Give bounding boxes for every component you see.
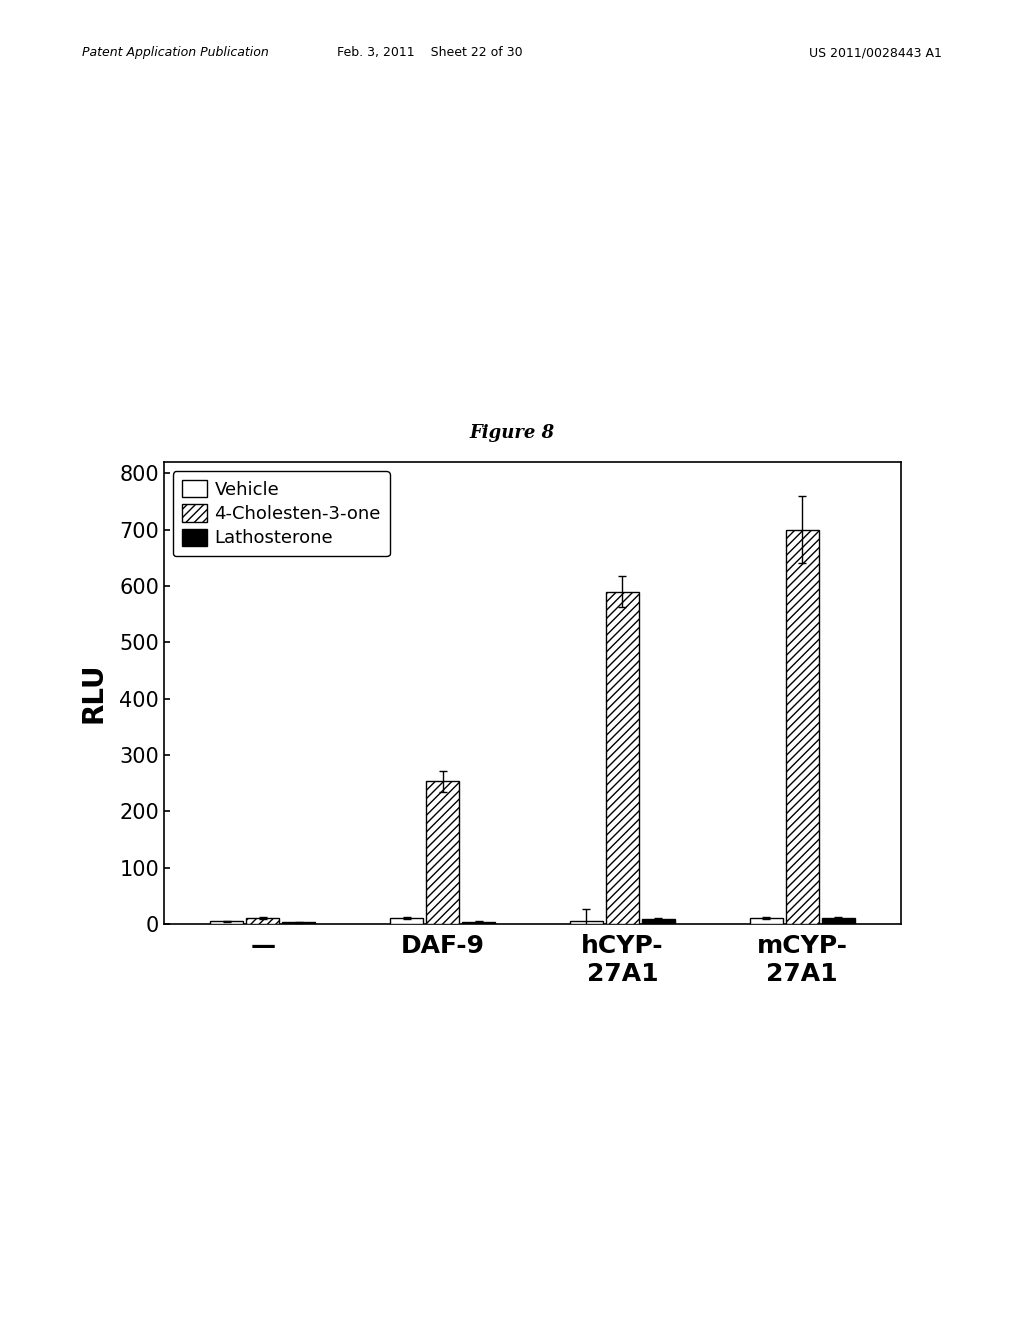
Bar [210, 921, 244, 924]
Bar [570, 921, 603, 924]
Text: US 2011/0028443 A1: US 2011/0028443 A1 [809, 46, 942, 59]
Bar [283, 923, 315, 924]
Bar [390, 919, 423, 924]
Bar [246, 919, 280, 924]
Y-axis label: RLU: RLU [80, 663, 108, 723]
Bar [785, 529, 819, 924]
Text: Feb. 3, 2011    Sheet 22 of 30: Feb. 3, 2011 Sheet 22 of 30 [337, 46, 523, 59]
Bar [821, 919, 855, 924]
Legend: Vehicle, 4-Cholesten-3-one, Lathosterone: Vehicle, 4-Cholesten-3-one, Lathosterone [173, 471, 390, 556]
Bar [642, 920, 675, 924]
Bar [462, 921, 495, 924]
Text: Figure 8: Figure 8 [469, 424, 555, 442]
Bar [750, 919, 782, 924]
Bar [606, 591, 639, 924]
Bar [426, 781, 459, 924]
Text: Patent Application Publication: Patent Application Publication [82, 46, 268, 59]
